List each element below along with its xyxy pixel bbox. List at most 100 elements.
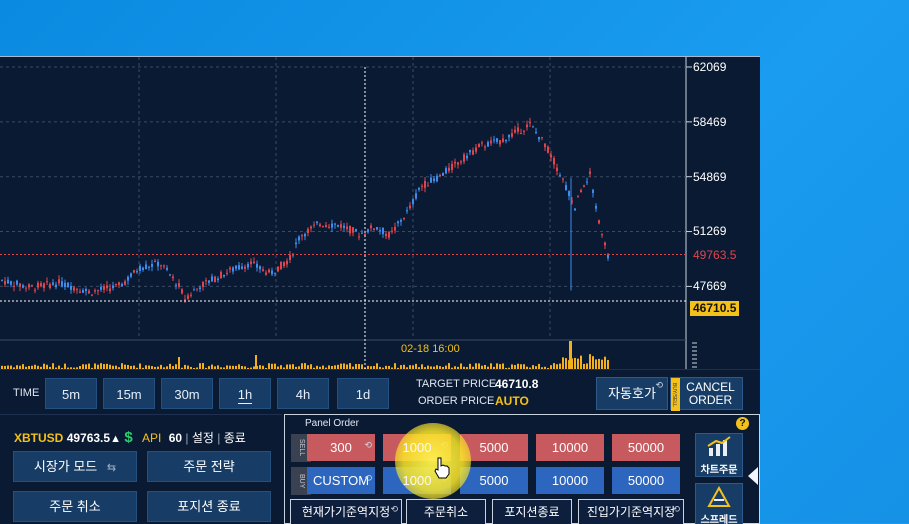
- button-label: 5000: [479, 473, 509, 488]
- buy-5000-button[interactable]: 5000: [460, 467, 528, 494]
- tab-5m[interactable]: 5m: [45, 378, 97, 409]
- refresh-icon: ⟲: [672, 504, 680, 514]
- candle-body: [193, 289, 195, 291]
- volume-bar: [463, 366, 465, 369]
- price-chart[interactable]: 62069 58469 54869 51269 49763.5 47669 46…: [0, 57, 760, 369]
- candle-body: [82, 290, 84, 293]
- volume-bar: [28, 365, 30, 369]
- volume-bar: [31, 365, 33, 369]
- candle-body: [217, 278, 219, 281]
- candle-body: [223, 275, 225, 277]
- candle-body: [376, 227, 378, 230]
- order-price-label: ORDER PRICE: [418, 395, 495, 407]
- price-tick-label: 62069: [693, 60, 727, 74]
- cancel-orders-button[interactable]: 주문취소: [406, 499, 486, 524]
- candle-body: [184, 299, 186, 301]
- volume-bar: [199, 363, 201, 369]
- volume-bar: [103, 364, 105, 369]
- settings-link[interactable]: 설정: [191, 431, 214, 445]
- divider: |: [217, 431, 221, 445]
- market-mode-button[interactable]: 시장가 모드 ⇆: [13, 451, 137, 482]
- market-mode-label: 시장가 모드: [33, 459, 98, 474]
- candle-body: [514, 129, 516, 133]
- candle-body: [13, 285, 15, 287]
- cancel-order-left-button[interactable]: 주문 취소: [13, 491, 137, 522]
- tab-1d[interactable]: 1d: [337, 378, 389, 409]
- buy-50000-button[interactable]: 50000: [612, 467, 680, 494]
- symbol-name: XBTUSD: [14, 431, 64, 445]
- volume-bar: [7, 365, 9, 369]
- collapse-tab[interactable]: [748, 467, 758, 485]
- candle-body: [286, 260, 288, 265]
- volume-bar: [64, 363, 66, 369]
- volume-bar: [181, 367, 183, 369]
- close-position-button[interactable]: 포지션 종료: [147, 491, 271, 522]
- volume-bar: [433, 366, 435, 369]
- sell-50000-button[interactable]: 50000: [612, 434, 680, 461]
- volume-bar: [514, 365, 516, 369]
- sell-5000-button[interactable]: 5000: [460, 434, 528, 461]
- close-position-panel-button[interactable]: 포지션종료: [492, 499, 572, 524]
- candle-body: [544, 143, 546, 148]
- sell-300-button[interactable]: 300 ⟲: [307, 434, 375, 461]
- buy-10000-button[interactable]: 10000: [536, 467, 604, 494]
- candle-body: [460, 161, 462, 163]
- volume-bar: [262, 365, 264, 369]
- volume-bar: [175, 364, 177, 369]
- tab-4h[interactable]: 4h: [277, 378, 329, 409]
- chart-order-button[interactable]: 차트주문: [695, 433, 743, 477]
- candle-body: [361, 232, 363, 234]
- candle-body: [37, 282, 39, 288]
- volume-bar: [385, 365, 387, 369]
- volume-bar: [373, 366, 375, 369]
- candle-body: [508, 134, 510, 138]
- timeframe-bar: TIME 5m 15m 30m 1h 4h 1d TARGET PRICE 46…: [0, 369, 760, 415]
- volume-bar: [343, 363, 345, 369]
- volume-bar: [16, 365, 18, 369]
- volume-bar: [169, 363, 171, 369]
- volume-bar: [334, 365, 336, 369]
- spread-button[interactable]: 스프레드: [695, 483, 743, 524]
- volume-bar: [253, 366, 255, 369]
- volume-bar: [187, 365, 189, 369]
- candlestick-chart[interactable]: [0, 57, 760, 369]
- buy-1000-label-overlay: 1000: [402, 473, 432, 488]
- volume-bar: [178, 357, 180, 369]
- volume-bar: [157, 366, 159, 369]
- volume-bar: [241, 366, 243, 369]
- tab-15m[interactable]: 15m: [103, 378, 155, 409]
- volume-bar: [601, 359, 603, 369]
- candle-body: [178, 283, 180, 287]
- volume-bar: [163, 367, 165, 369]
- volume-bar: [265, 367, 267, 369]
- tab-label: 15m: [116, 387, 142, 402]
- volume-bar: [34, 364, 36, 369]
- tab-30m[interactable]: 30m: [161, 378, 213, 409]
- order-strategy-button[interactable]: 주문 전략: [147, 451, 271, 482]
- stop-at-current-price-button[interactable]: 현재가기준역지정 ⟲: [290, 499, 402, 524]
- volume-bar: [442, 366, 444, 369]
- tab-1h[interactable]: 1h: [219, 378, 271, 409]
- volume-bar: [565, 358, 567, 369]
- target-price-label: TARGET PRICE: [416, 378, 497, 390]
- exit-link[interactable]: 종료: [223, 431, 246, 445]
- volume-bar: [421, 364, 423, 369]
- buy-custom-button[interactable]: CUSTOM ⟲: [307, 467, 375, 494]
- stop-at-entry-price-button[interactable]: 진입가기준역지정 ⟲: [578, 499, 684, 524]
- volume-bar: [544, 366, 546, 369]
- candle-body: [307, 228, 309, 233]
- candle-body: [520, 133, 522, 135]
- volume-bar: [46, 364, 48, 369]
- volume-bar: [238, 364, 240, 369]
- sell-10000-button[interactable]: 10000: [536, 434, 604, 461]
- chart-order-label: 차트주문: [700, 465, 738, 476]
- help-icon[interactable]: ?: [736, 417, 749, 430]
- side-strip: BUY/SELL: [671, 378, 680, 411]
- volume-bar: [313, 367, 315, 369]
- cancel-order-button[interactable]: BUY/SELL CANCEL ORDER: [670, 377, 743, 411]
- volume-bar: [397, 367, 399, 369]
- volume-bar: [541, 367, 543, 369]
- auto-quote-button[interactable]: 자동호가 ⟲: [596, 377, 668, 410]
- candle-body: [322, 226, 324, 228]
- volume-bar: [271, 363, 273, 369]
